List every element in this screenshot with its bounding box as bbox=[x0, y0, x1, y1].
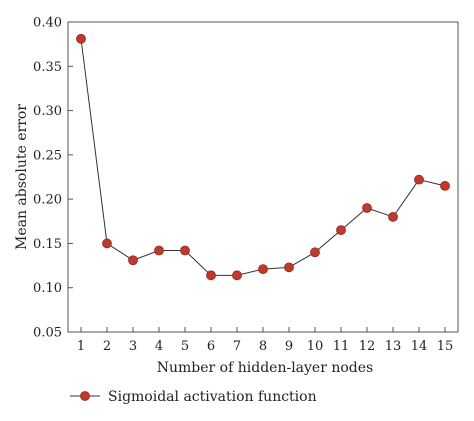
x-tick-label: 15 bbox=[437, 339, 454, 354]
y-tick-label: 0.05 bbox=[33, 326, 62, 341]
x-tick-label: 3 bbox=[129, 339, 137, 354]
y-tick-label: 0.35 bbox=[33, 60, 62, 75]
data-point bbox=[102, 238, 112, 249]
x-tick-label: 11 bbox=[333, 339, 350, 354]
x-tick-label: 7 bbox=[233, 339, 241, 354]
x-tick-label: 2 bbox=[103, 339, 111, 354]
y-tick-label: 0.10 bbox=[33, 281, 62, 296]
data-point bbox=[284, 262, 294, 273]
x-tick-label: 8 bbox=[259, 339, 267, 354]
data-point bbox=[414, 174, 424, 185]
data-point bbox=[388, 211, 398, 222]
y-tick-label: 0.40 bbox=[33, 16, 62, 31]
plot-frame bbox=[67, 21, 459, 333]
data-point bbox=[362, 203, 372, 213]
data-point bbox=[258, 264, 268, 275]
x-tick-label: 4 bbox=[155, 339, 163, 354]
data-point bbox=[128, 255, 138, 266]
y-axis-ticks: 0.05 0.10 0.15 0.20 0.25 0.30 0.35 0.40 bbox=[33, 16, 73, 341]
data-point bbox=[180, 245, 190, 256]
data-point bbox=[440, 180, 450, 191]
data-point bbox=[336, 225, 346, 236]
legend: Sigmoidal activation function bbox=[70, 389, 317, 405]
x-tick-label: 10 bbox=[307, 339, 324, 354]
y-tick-label: 0.25 bbox=[33, 148, 62, 163]
x-tick-label: 1 bbox=[77, 339, 85, 354]
x-tick-label: 14 bbox=[411, 339, 428, 354]
plot-border bbox=[67, 21, 459, 333]
x-tick-label: 9 bbox=[285, 339, 293, 354]
x-tick-label: 6 bbox=[207, 339, 215, 354]
x-tick-label: 12 bbox=[359, 339, 376, 354]
y-tick-label: 0.30 bbox=[33, 104, 62, 119]
y-axis-label: Mean absolute error bbox=[14, 104, 30, 250]
data-point bbox=[76, 33, 86, 44]
legend-label: Sigmoidal activation function bbox=[108, 389, 317, 405]
y-tick-label: 0.15 bbox=[33, 237, 62, 252]
x-tick-label: 13 bbox=[385, 339, 402, 354]
x-tick-label: 5 bbox=[181, 339, 189, 354]
series-layer bbox=[76, 33, 450, 281]
data-point bbox=[206, 270, 216, 281]
legend-marker bbox=[80, 391, 90, 401]
series-line bbox=[80, 38, 446, 276]
data-point bbox=[310, 247, 320, 258]
data-point bbox=[232, 270, 242, 281]
x-axis-label: Number of hidden-layer nodes bbox=[157, 360, 373, 376]
data-point bbox=[154, 245, 164, 256]
y-tick-label: 0.20 bbox=[33, 193, 62, 208]
x-axis-ticks: 1 2 3 4 5 6 7 8 9 10 11 12 13 14 15 bbox=[77, 327, 453, 354]
